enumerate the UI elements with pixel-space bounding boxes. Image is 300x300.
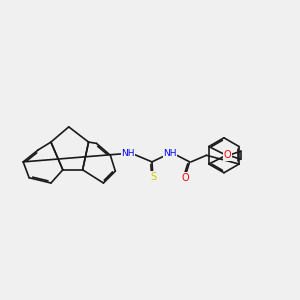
- Text: O: O: [224, 150, 231, 160]
- Text: NH: NH: [163, 149, 177, 158]
- Text: O: O: [182, 173, 189, 183]
- Text: S: S: [150, 172, 156, 182]
- Text: O: O: [224, 151, 231, 161]
- Text: NH: NH: [122, 149, 135, 158]
